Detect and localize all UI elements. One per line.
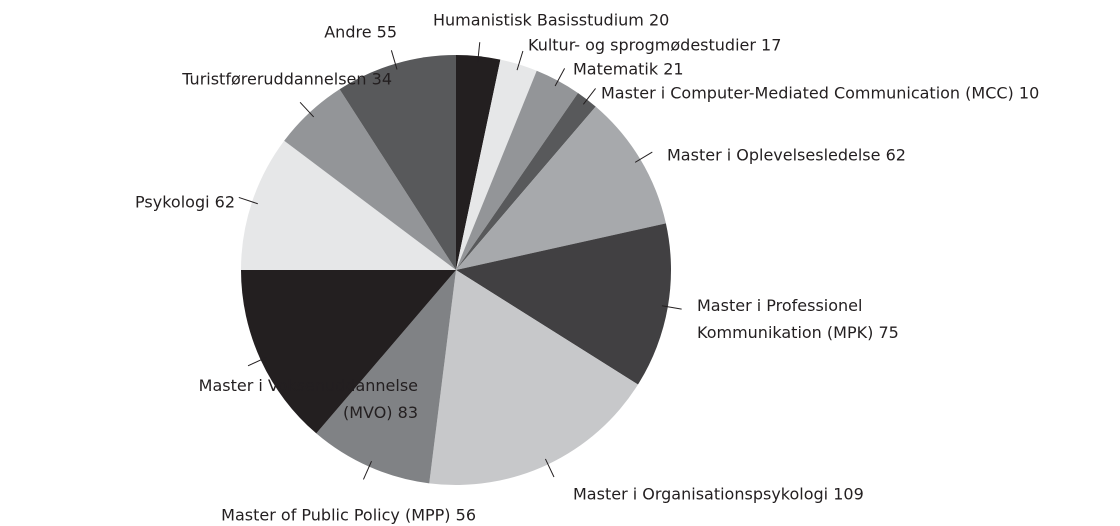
label-value: 17 [761, 35, 782, 55]
slice-label: Master i Organisationspsykologi 109 [573, 481, 864, 508]
slice-label: Kultur- og sprogmødestudier 17 [528, 32, 781, 59]
leader-line [544, 458, 555, 478]
label-value: 10 [1018, 83, 1040, 103]
slice-label: Psykologi 62 [135, 189, 235, 216]
leader-line [238, 196, 258, 205]
label-category: Master of Public Policy (MPP) [221, 505, 451, 525]
label-value: 83 [397, 403, 418, 422]
label-value: 62 [885, 145, 906, 165]
leader-line [634, 151, 653, 163]
label-value: 55 [376, 22, 397, 42]
label-value: 62 [214, 192, 235, 212]
pie-slice [241, 270, 456, 434]
slice-label: Master i Voksenuddannelse (MVO) 83 [198, 372, 418, 426]
leader-line [661, 305, 682, 310]
label-category: Master i Computer-Mediated Communication… [601, 83, 1014, 103]
leader-line [516, 50, 524, 71]
label-category: Turistføreruddannelsen [182, 69, 367, 89]
label-value: 20 [648, 10, 670, 30]
slice-label: Turistføreruddannelsen 34 [182, 66, 392, 93]
label-category: Master i Voksenuddannelse (MVO) [198, 376, 418, 422]
slice-label: Master i Oplevelsesledelse 62 [667, 142, 906, 169]
pie-slice [456, 106, 666, 271]
label-category: Matematik [573, 59, 659, 79]
slice-label: Andre 55 [324, 19, 397, 46]
leader-line [477, 42, 481, 63]
pie-slice [456, 55, 501, 270]
label-category: Master i Oplevelsesledelse [667, 145, 881, 165]
label-category: Psykologi [135, 192, 210, 212]
label-value: 34 [371, 69, 392, 89]
leader-line [299, 101, 315, 118]
pie-slice [456, 59, 537, 270]
pie-slice [284, 89, 456, 270]
pie-slice [456, 70, 578, 270]
label-value: 109 [833, 484, 864, 504]
slice-label: Master i Computer-Mediated Communication… [601, 80, 1039, 107]
label-value: 21 [663, 59, 684, 79]
pie-slice [456, 92, 596, 271]
pie-slice [316, 270, 456, 484]
label-category: Master i Professionel Kommunikation (MPK… [697, 296, 874, 342]
slice-label: Master of Public Policy (MPP) 56 [221, 502, 476, 526]
pie-slice [241, 140, 456, 270]
leader-line [247, 356, 267, 367]
label-value: 75 [878, 323, 899, 342]
label-value: 56 [455, 505, 476, 525]
label-category: Humanistisk Basisstudium [433, 10, 644, 30]
slice-label: Matematik 21 [573, 56, 684, 83]
leader-line [390, 50, 398, 70]
label-category: Master i Organisationspsykologi [573, 484, 829, 504]
leader-line [554, 68, 566, 87]
leader-line [362, 460, 372, 480]
label-category: Kultur- og sprogmødestudier [528, 35, 756, 55]
pie-slice [339, 55, 456, 270]
leader-line [582, 88, 596, 105]
pie-slice [456, 223, 671, 385]
slice-label: Humanistisk Basisstudium 20 [433, 7, 669, 34]
pie-slice [429, 270, 638, 485]
slice-label: Master i Professionel Kommunikation (MPK… [697, 292, 927, 346]
label-category: Andre [324, 22, 372, 42]
